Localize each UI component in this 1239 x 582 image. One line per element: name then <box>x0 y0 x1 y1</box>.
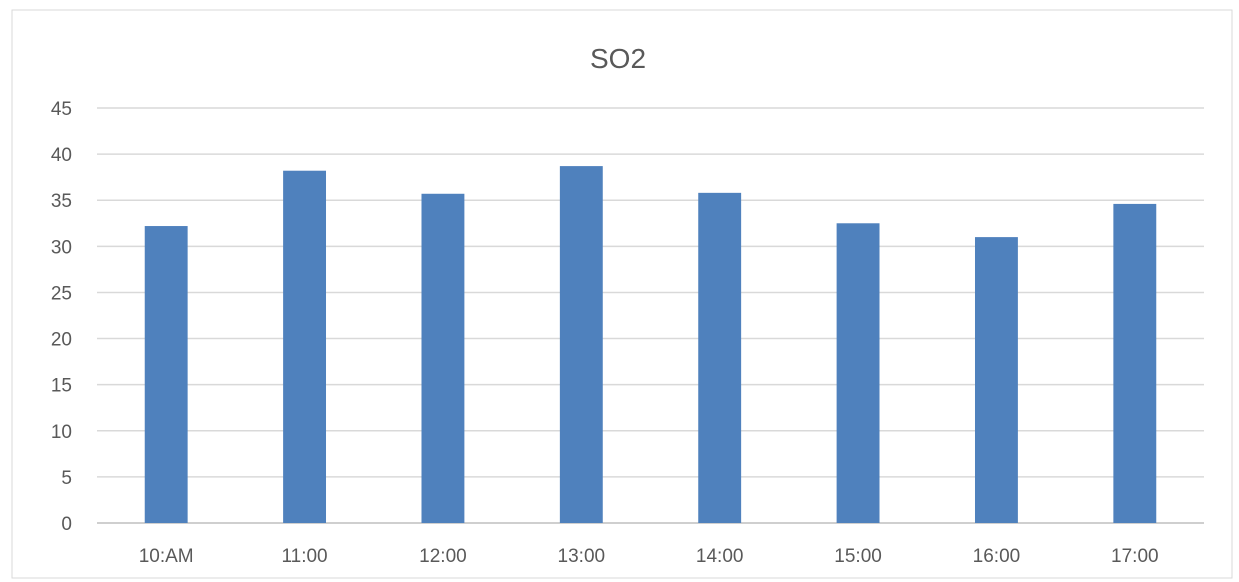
bar <box>283 170 327 523</box>
x-tick-label: 10:AM <box>139 546 194 567</box>
y-tick-label: 30 <box>51 237 72 258</box>
x-tick-label: 14:00 <box>696 546 744 567</box>
y-tick-label: 40 <box>51 145 72 166</box>
x-tick-label: 15:00 <box>834 546 882 567</box>
y-tick-label: 5 <box>61 468 72 489</box>
bar <box>421 193 465 523</box>
x-tick-label: 13:00 <box>558 546 606 567</box>
x-tick-label: 12:00 <box>419 546 467 567</box>
bars <box>144 166 1157 524</box>
x-tick-label: 16:00 <box>973 546 1021 567</box>
x-tick-label: 17:00 <box>1111 546 1159 567</box>
gridlines <box>97 107 1204 524</box>
bar <box>698 192 742 523</box>
y-axis-tick-labels: 0 5 10 15 20 25 30 35 40 45 <box>51 99 72 535</box>
y-tick-label: 45 <box>51 99 72 120</box>
y-tick-label: 10 <box>51 422 72 443</box>
bar <box>1113 203 1157 523</box>
bar <box>559 166 603 523</box>
y-tick-label: 35 <box>51 191 72 212</box>
bar <box>974 237 1018 523</box>
chart-title: SO2 <box>590 43 646 74</box>
bar <box>144 226 188 524</box>
y-tick-label: 25 <box>51 283 72 304</box>
chart-border <box>11 9 1233 579</box>
bar <box>836 223 880 523</box>
y-tick-label: 0 <box>61 514 72 535</box>
x-tick-label: 11:00 <box>281 546 327 567</box>
x-axis-tick-labels: 10:AM 11:00 12:00 13:00 14:00 15:00 16:00 17:00 <box>139 546 1159 567</box>
y-tick-label: 20 <box>51 330 72 351</box>
y-tick-label: 15 <box>51 376 72 397</box>
